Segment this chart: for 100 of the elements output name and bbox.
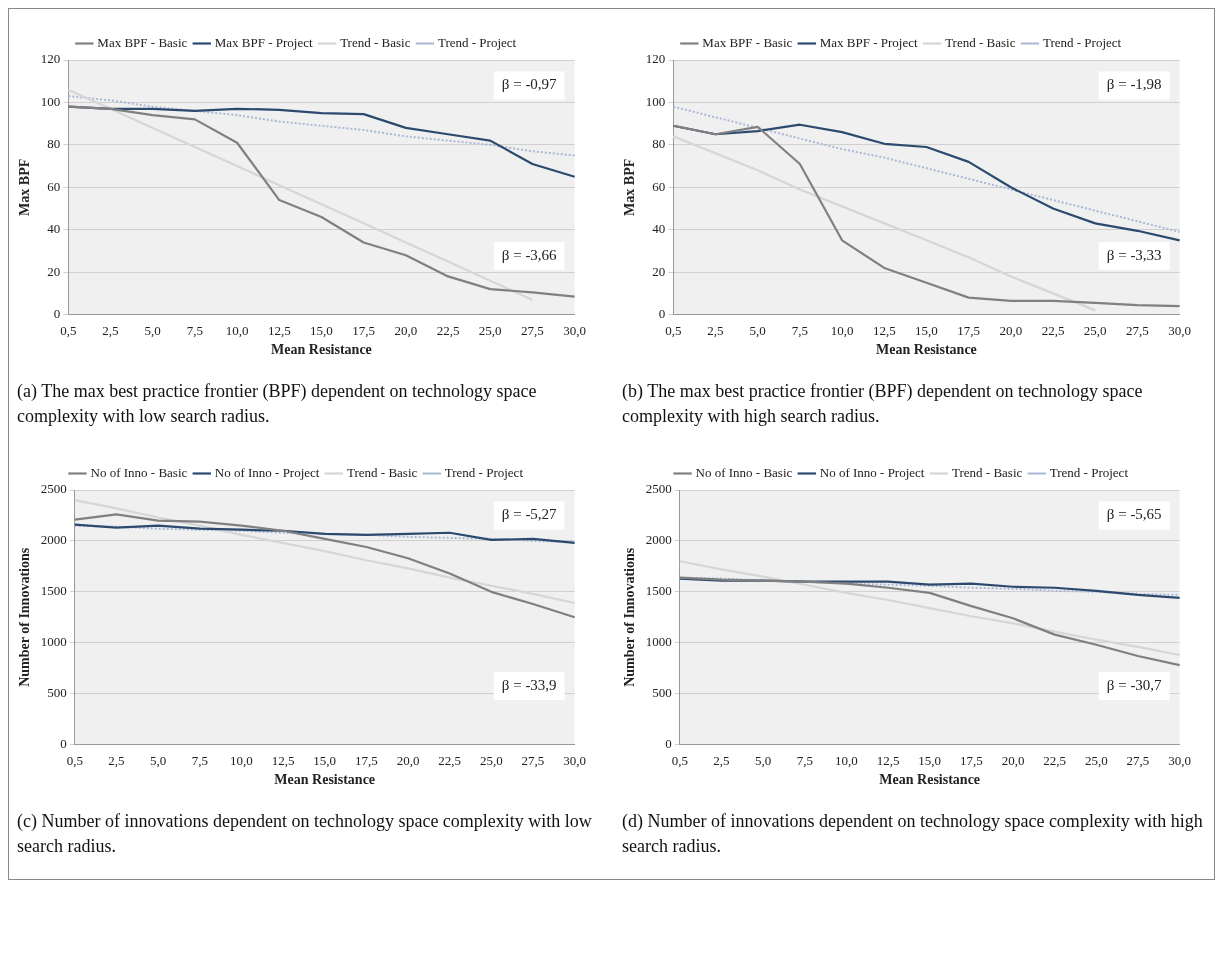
y-tick-label: 0 bbox=[658, 306, 666, 322]
annotation: β = -33,9 bbox=[501, 676, 557, 693]
y-tick-label: 1500 bbox=[40, 583, 67, 599]
legend-label: No of Inno - Project bbox=[214, 464, 320, 480]
text: (d) Number of innovations dependent on technology space complexity with high search radius. bbox=[621, 810, 1204, 858]
x-tick-label: 5,0 bbox=[149, 752, 167, 768]
legend-label: Max BPF - Basic bbox=[97, 34, 188, 50]
x-tick-label: 25,0 bbox=[479, 752, 503, 768]
x-tick-label: 20,0 bbox=[394, 322, 418, 338]
x-tick-label: 25,0 bbox=[1083, 322, 1107, 338]
x-tick-label: 7,5 bbox=[796, 752, 813, 768]
y-tick-label: 60 bbox=[47, 178, 61, 194]
y-tick-label: 80 bbox=[652, 136, 666, 152]
legend-label: No of Inno - Basic bbox=[695, 464, 793, 480]
legend-label: No of Inno - Project bbox=[819, 464, 925, 480]
legend-label: Trend - Project bbox=[444, 464, 524, 480]
x-tick-label: 10,0 bbox=[225, 322, 249, 338]
x-tick-label: 7,5 bbox=[191, 752, 208, 768]
x-tick-label: 10,0 bbox=[230, 752, 253, 768]
x-tick-label: 5,0 bbox=[749, 322, 766, 338]
y-axis-title: Number of Innovations bbox=[622, 547, 638, 687]
y-tick-label: 120 bbox=[40, 51, 61, 67]
legend-label: Trend - Basic bbox=[346, 464, 418, 480]
x-tick-label: 5,0 bbox=[754, 752, 772, 768]
x-tick-label: 0,5 bbox=[665, 322, 682, 338]
y-tick-label: 20 bbox=[652, 263, 666, 279]
y-tick-label: 100 bbox=[645, 93, 666, 109]
x-tick-label: 25,0 bbox=[1084, 752, 1108, 768]
y-tick-label: 500 bbox=[652, 685, 672, 701]
x-tick-label: 0,5 bbox=[60, 322, 77, 338]
x-tick-label: 7,5 bbox=[791, 322, 809, 338]
x-tick-label: 15,0 bbox=[915, 322, 938, 338]
x-tick-label: 17,5 bbox=[352, 322, 376, 338]
y-tick-label: 1500 bbox=[645, 583, 672, 599]
y-tick-label: 40 bbox=[47, 221, 61, 237]
legend-label: Trend - Basic bbox=[340, 34, 411, 50]
y-axis-title: Max BPF bbox=[17, 158, 33, 216]
annotation: β = -1,98 bbox=[1106, 76, 1162, 93]
x-tick-label: 22,5 bbox=[1041, 322, 1065, 338]
x-tick-label: 27,5 bbox=[1126, 752, 1150, 768]
x-tick-label: 30,0 bbox=[1168, 322, 1191, 338]
x-axis-title: Mean Resistance bbox=[274, 772, 376, 788]
x-tick-label: 20,0 bbox=[1001, 752, 1025, 768]
x-tick-label: 30,0 bbox=[563, 752, 586, 768]
x-axis-title: Mean Resistance bbox=[271, 342, 372, 358]
x-tick-label: 27,5 bbox=[521, 752, 545, 768]
y-tick-label: 500 bbox=[47, 685, 67, 701]
y-tick-label: 2500 bbox=[40, 481, 67, 497]
y-tick-label: 100 bbox=[40, 93, 61, 109]
x-tick-label: 0,5 bbox=[66, 752, 83, 768]
legend-label: Trend - Basic bbox=[945, 34, 1016, 50]
y-tick-label: 2000 bbox=[645, 532, 672, 548]
annotation: β = -3,66 bbox=[501, 246, 558, 263]
x-tick-label: 30,0 bbox=[1168, 752, 1191, 768]
annotation: β = -30,7 bbox=[1106, 676, 1163, 693]
x-tick-label: 2,5 bbox=[713, 752, 730, 768]
x-tick-label: 20,0 bbox=[396, 752, 420, 768]
y-tick-label: 1000 bbox=[645, 634, 672, 650]
y-tick-label: 0 bbox=[60, 736, 67, 752]
text: (a) The max best practice frontier (BPF) dependent on technology space complexity with low search radius. bbox=[16, 380, 538, 428]
text: (b) The max best practice frontier (BPF) dependent on technology space complexity with high search radius. bbox=[621, 380, 1144, 428]
x-tick-label: 12,5 bbox=[872, 322, 896, 338]
x-tick-label: 2,5 bbox=[707, 322, 724, 338]
y-axis-title: Number of Innovations bbox=[17, 547, 33, 687]
annotation: β = -0,97 bbox=[501, 76, 558, 93]
y-tick-label: 120 bbox=[645, 51, 666, 67]
legend-label: Trend - Project bbox=[1049, 464, 1129, 480]
x-tick-label: 12,5 bbox=[271, 752, 295, 768]
x-tick-label: 25,0 bbox=[478, 322, 502, 338]
x-tick-label: 22,5 bbox=[436, 322, 460, 338]
annotation: β = -5,27 bbox=[501, 506, 558, 523]
x-tick-label: 17,5 bbox=[959, 752, 983, 768]
x-tick-label: 27,5 bbox=[521, 322, 544, 338]
y-tick-label: 2000 bbox=[40, 532, 67, 548]
x-tick-label: 2,5 bbox=[102, 322, 119, 338]
y-tick-label: 2500 bbox=[645, 481, 672, 497]
legend-label: Max BPF - Project bbox=[214, 34, 314, 50]
legend-label: No of Inno - Basic bbox=[90, 464, 188, 480]
y-tick-label: 0 bbox=[665, 736, 672, 752]
x-tick-label: 7,5 bbox=[186, 322, 204, 338]
x-tick-label: 12,5 bbox=[267, 322, 291, 338]
x-tick-label: 30,0 bbox=[563, 322, 586, 338]
x-axis-title: Mean Resistance bbox=[879, 772, 981, 788]
y-tick-label: 0 bbox=[53, 306, 61, 322]
annotation: β = -5,65 bbox=[1106, 506, 1162, 523]
y-axis-title: Max BPF bbox=[622, 158, 638, 216]
x-tick-label: 2,5 bbox=[108, 752, 125, 768]
annotation: β = -3,33 bbox=[1106, 246, 1162, 263]
legend-label: Trend - Project bbox=[1042, 34, 1122, 50]
x-tick-label: 20,0 bbox=[999, 322, 1023, 338]
x-tick-label: 17,5 bbox=[354, 752, 378, 768]
x-tick-label: 22,5 bbox=[1043, 752, 1067, 768]
y-tick-label: 1000 bbox=[40, 634, 67, 650]
x-tick-label: 15,0 bbox=[313, 752, 337, 768]
x-tick-label: 12,5 bbox=[876, 752, 900, 768]
y-tick-label: 40 bbox=[652, 221, 666, 237]
legend-label: Max BPF - Basic bbox=[702, 34, 793, 50]
y-tick-label: 20 bbox=[47, 263, 61, 279]
x-tick-label: 15,0 bbox=[310, 322, 333, 338]
x-tick-label: 22,5 bbox=[438, 752, 462, 768]
